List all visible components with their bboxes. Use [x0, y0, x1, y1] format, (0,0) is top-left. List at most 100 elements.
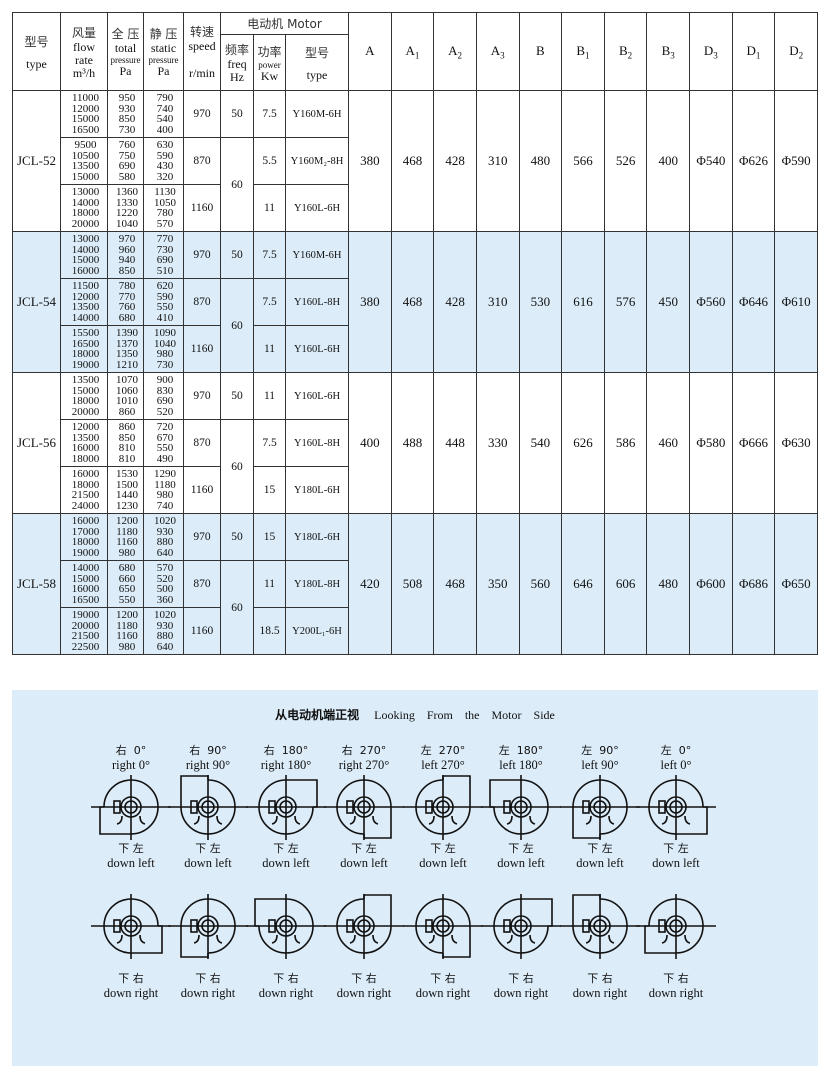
- orientation-cn: 左 270°: [420, 744, 466, 757]
- speed-cell: 970: [183, 231, 221, 279]
- static-value: 980: [156, 489, 174, 501]
- static-value: 1090: [154, 327, 176, 339]
- motor-type-cell: Y160M₂-8H: [284, 137, 350, 185]
- fan-orientation-icon: [246, 775, 326, 840]
- static-value: 640: [156, 640, 174, 653]
- table-row: JCL-56 13500 15000 18000 20000 1070 1060 1010 86…: [12, 372, 818, 514]
- total-value: 850: [118, 264, 136, 277]
- total-value: 1390: [116, 327, 138, 339]
- header-dim: B3: [646, 12, 691, 91]
- speed-cell: 970: [183, 90, 221, 138]
- dimension-cell: 468: [390, 90, 435, 232]
- total-cell: 760 750 690 580: [107, 137, 144, 185]
- total-value: 980: [118, 640, 136, 653]
- total-value: 940: [118, 254, 136, 266]
- bottom-cn: 下 左: [587, 842, 613, 855]
- freq-cell: 60: [220, 560, 254, 655]
- motor-type-cell: Y180L-8H: [284, 560, 350, 608]
- flow-value: 16500: [71, 337, 100, 350]
- static-cell: 1020 930 880 640: [143, 513, 184, 561]
- total-cell: 1200 1180 1160 980: [107, 607, 144, 655]
- total-value: 1370: [116, 337, 138, 350]
- total-value: 680: [118, 562, 136, 574]
- flow-cell: 13500 15000 18000 20000: [60, 372, 108, 420]
- dimension-cell: 350: [475, 513, 520, 655]
- static-value: 880: [156, 536, 174, 548]
- static-value: 590: [156, 290, 174, 303]
- dimension-cell: Φ600: [689, 513, 733, 655]
- total-value: 850: [118, 431, 136, 444]
- dimension-cell: Φ666: [731, 372, 776, 514]
- bottom-en: down right: [572, 986, 628, 1000]
- total-value: 1220: [116, 207, 138, 219]
- flow-cell: 19000 20000 21500 22500: [60, 607, 108, 655]
- flow-value: 16000: [71, 468, 100, 480]
- fan-orientation-icon: [246, 894, 326, 959]
- fan-orientation-3: 右 180° right 180° 下 左 down left: [246, 744, 326, 870]
- freq-cell: 60: [220, 278, 254, 373]
- model-name: JCL-52: [12, 90, 61, 232]
- header-dim: D1: [731, 12, 776, 91]
- flow-value: 16500: [71, 593, 100, 606]
- freq-cell: 50: [220, 90, 254, 138]
- header-dim: B: [518, 12, 563, 91]
- bottom-en: down left: [497, 856, 545, 870]
- total-value: 1180: [116, 525, 138, 538]
- total-value: 860: [118, 405, 136, 418]
- static-value: 520: [156, 572, 174, 585]
- total-cell: 780 770 760 680: [107, 278, 144, 326]
- flow-value: 20000: [71, 405, 100, 418]
- flow-value: 11000: [71, 92, 100, 104]
- bottom-cn: 下 左: [508, 842, 534, 855]
- bottom-en: down left: [419, 856, 467, 870]
- header-dim: A1: [390, 12, 435, 91]
- static-value: 1040: [154, 337, 176, 350]
- freq-cell: 50: [220, 231, 254, 279]
- motor-type-cell: Y160L-8H: [284, 278, 350, 326]
- header-dim: D3: [689, 12, 733, 91]
- orientation-cn: 左 180°: [498, 744, 544, 757]
- static-value: 830: [156, 384, 174, 397]
- orientation-en: right 270°: [338, 758, 390, 772]
- bottom-en: down left: [652, 856, 700, 870]
- dim-label: B: [536, 42, 545, 58]
- bottom-cn: 下 右: [118, 972, 144, 985]
- table-row: 16000 18000 21500 24000 1530 1500 1440 1230 1290…: [13, 466, 818, 514]
- total-value: 950: [118, 92, 136, 104]
- header-motor-type: 型号 type: [284, 34, 350, 91]
- flow-value: 18000: [71, 207, 100, 219]
- flow-cell: 11500 12000 13500 14000: [60, 278, 108, 326]
- total-value: 1330: [116, 196, 138, 209]
- total-cell: 1390 1370 1350 1210: [107, 325, 144, 373]
- bottom-en: down right: [103, 986, 159, 1000]
- bottom-en: down left: [184, 856, 232, 870]
- flow-value: 19000: [71, 546, 100, 559]
- total-value: 760: [118, 139, 136, 151]
- fan-orientation-icon: [481, 894, 561, 959]
- fan-orientation-6: 左 180° left 180° 下 左 down left: [481, 744, 561, 870]
- static-cell: 770 730 690 510: [143, 231, 184, 279]
- static-value: 880: [156, 630, 174, 642]
- table-row: JCL-58 16000 17000 18000 19000 1200 1180 1160 98…: [12, 513, 818, 655]
- header-power: 功率 power Kw: [253, 34, 286, 91]
- flow-value: 16000: [71, 442, 100, 454]
- flow-value: 12000: [71, 290, 100, 303]
- dimension-cell: 606: [603, 513, 648, 655]
- flow-value: 14000: [71, 562, 100, 574]
- dimension-cell: 576: [603, 231, 648, 373]
- total-value: 770: [118, 290, 136, 303]
- dim-label: D: [789, 42, 799, 58]
- orientation-en: right 0°: [112, 758, 150, 772]
- total-value: 1360: [116, 186, 138, 198]
- static-cell: 1020 930 880 640: [143, 607, 184, 655]
- table-row: 9500 10500 13500 15000 760 750 690 580 630 590 430…: [13, 137, 818, 232]
- model-name: JCL-58: [12, 513, 61, 655]
- flow-cell: 15500 16500 18000 19000: [60, 325, 108, 373]
- power-cell: 11: [253, 184, 286, 232]
- dim-subscript: 3: [713, 50, 718, 61]
- bottom-en: down left: [576, 856, 624, 870]
- static-value: 320: [156, 170, 174, 183]
- fan-orientation-down-right-1: 下 右 down right: [91, 886, 171, 1000]
- speed-cell: 870: [183, 278, 221, 326]
- motor-type-cell: Y160M-6H: [284, 231, 350, 279]
